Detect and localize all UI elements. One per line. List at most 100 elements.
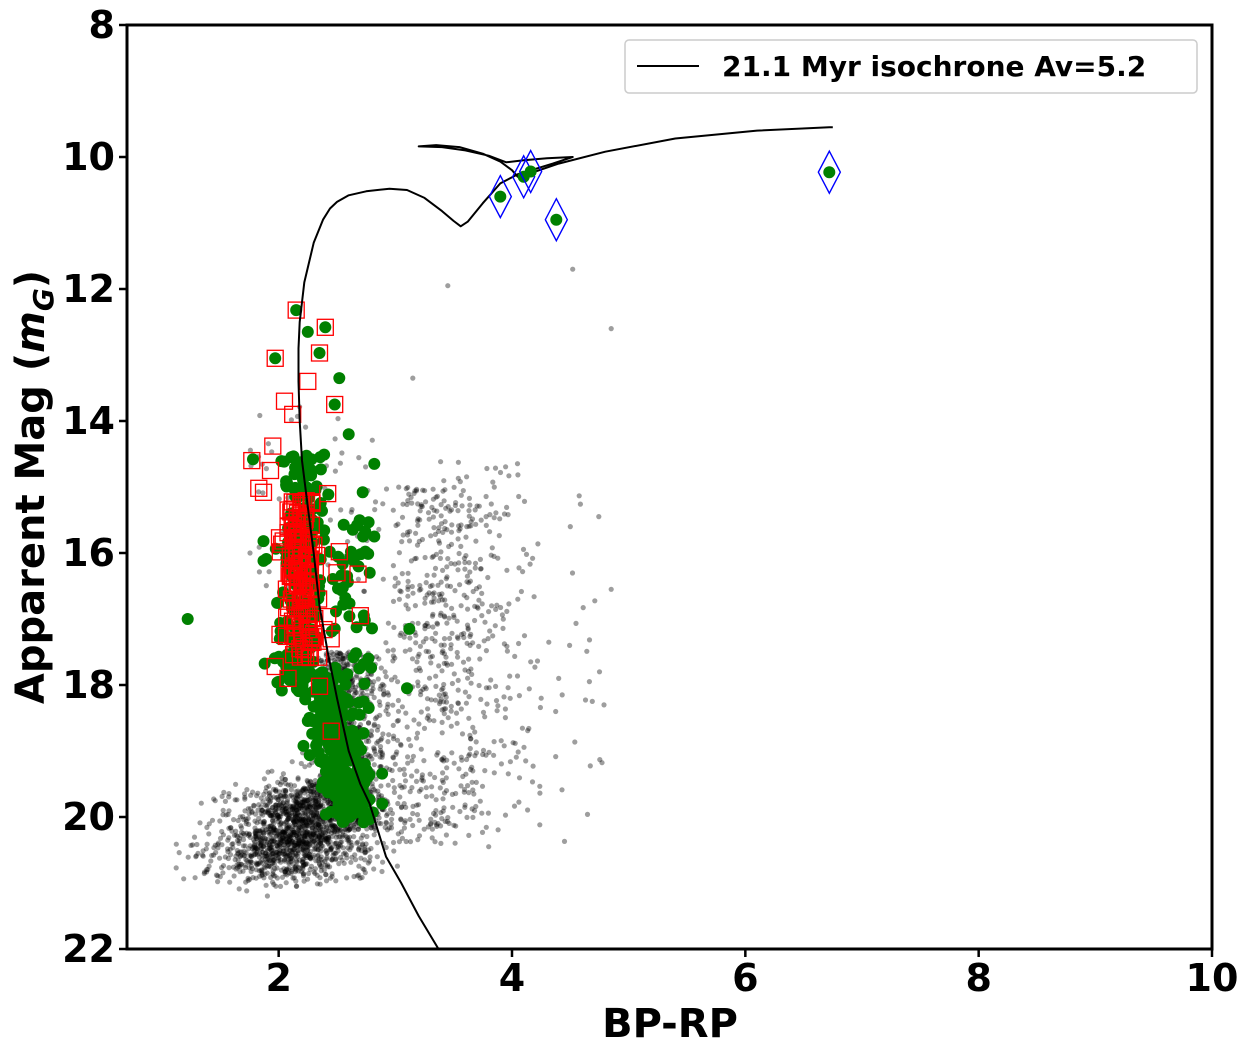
field-star-point bbox=[416, 788, 422, 794]
field-star-point bbox=[291, 819, 297, 825]
field-star-point bbox=[477, 556, 483, 563]
field-star-point bbox=[292, 865, 298, 871]
field-star-point bbox=[418, 692, 424, 698]
field-star-point bbox=[390, 653, 396, 659]
field-star-point bbox=[270, 879, 276, 885]
field-star-point bbox=[399, 704, 405, 710]
field-star-point bbox=[470, 814, 476, 821]
field-star-point bbox=[275, 806, 281, 812]
field-star-point bbox=[461, 630, 467, 637]
field-star-point bbox=[307, 830, 313, 837]
field-star-point bbox=[327, 839, 333, 845]
field-star-point bbox=[252, 831, 258, 837]
field-star-point bbox=[291, 829, 297, 835]
field-star-point bbox=[289, 857, 295, 863]
field-star-point bbox=[431, 810, 437, 817]
field-star-point bbox=[304, 804, 310, 810]
field-star-point bbox=[284, 839, 290, 845]
field-star-point bbox=[288, 871, 294, 877]
field-star-point bbox=[308, 820, 314, 826]
field-star-point bbox=[259, 872, 265, 879]
field-star-point bbox=[294, 813, 300, 819]
field-star-point bbox=[267, 799, 273, 805]
field-star-point bbox=[335, 653, 341, 659]
field-star-point bbox=[264, 826, 270, 832]
member-star-point bbox=[363, 768, 376, 781]
field-star-point bbox=[378, 783, 384, 789]
field-star-point bbox=[443, 654, 449, 660]
field-star-point bbox=[294, 807, 300, 813]
field-star-point bbox=[329, 857, 335, 863]
field-star-point bbox=[356, 455, 362, 461]
field-star-point bbox=[261, 864, 267, 870]
field-star-point bbox=[501, 743, 507, 749]
field-star-point bbox=[286, 870, 292, 876]
field-star-point bbox=[296, 805, 302, 811]
field-star-point bbox=[257, 828, 263, 834]
field-star-point bbox=[356, 847, 362, 853]
field-star-point bbox=[448, 529, 455, 535]
field-star-point bbox=[333, 850, 339, 856]
field-star-point bbox=[298, 827, 304, 833]
field-star-point bbox=[307, 804, 313, 810]
field-star-point bbox=[318, 838, 324, 844]
field-star-point bbox=[356, 844, 363, 850]
field-star-point bbox=[426, 717, 432, 723]
field-star-point bbox=[287, 803, 293, 809]
field-star-point bbox=[324, 862, 331, 868]
field-star-point bbox=[302, 852, 308, 858]
field-star-point bbox=[256, 868, 262, 874]
field-star-point bbox=[251, 848, 257, 854]
field-star-point bbox=[296, 818, 302, 824]
field-star-point bbox=[504, 504, 510, 510]
field-star-point bbox=[507, 695, 513, 701]
field-star-point bbox=[368, 733, 375, 739]
field-star-point bbox=[586, 637, 593, 643]
field-star-point bbox=[455, 700, 461, 707]
field-star-point bbox=[252, 844, 258, 851]
field-star-point bbox=[459, 731, 466, 737]
field-star-point bbox=[408, 743, 414, 749]
field-star-point bbox=[446, 820, 452, 827]
field-star-point bbox=[301, 840, 307, 846]
field-star-point bbox=[371, 746, 377, 752]
field-star-point bbox=[246, 859, 252, 866]
field-star-point bbox=[283, 833, 289, 839]
field-star-point bbox=[286, 813, 292, 819]
field-star-point bbox=[238, 823, 244, 829]
field-star-point bbox=[331, 829, 337, 835]
field-star-point bbox=[484, 465, 490, 472]
field-star-point bbox=[288, 782, 294, 788]
field-star-point bbox=[422, 554, 428, 561]
field-star-point bbox=[263, 882, 269, 888]
field-star-point bbox=[300, 802, 307, 808]
field-star-point bbox=[222, 798, 228, 805]
member-star-point bbox=[823, 166, 836, 179]
field-star-point bbox=[282, 869, 288, 875]
field-star-point bbox=[416, 833, 423, 839]
field-star-point bbox=[404, 724, 410, 730]
field-star-point bbox=[491, 515, 497, 521]
field-star-point bbox=[395, 697, 401, 704]
field-star-point bbox=[280, 838, 286, 844]
field-star-point bbox=[282, 868, 288, 874]
field-star-point bbox=[268, 812, 275, 818]
field-star-point bbox=[268, 827, 274, 833]
field-star-point bbox=[386, 732, 392, 738]
field-star-point bbox=[317, 792, 323, 799]
field-star-point bbox=[490, 479, 496, 485]
field-star-point bbox=[295, 850, 302, 856]
field-star-point bbox=[410, 803, 416, 810]
field-star-point bbox=[317, 792, 323, 799]
field-star-point bbox=[292, 816, 298, 822]
field-star-point bbox=[317, 862, 323, 868]
field-star-point bbox=[505, 685, 511, 691]
field-star-point bbox=[256, 834, 262, 840]
field-star-point bbox=[516, 640, 522, 647]
field-star-point bbox=[313, 833, 319, 839]
field-star-point bbox=[362, 850, 368, 856]
field-star-point bbox=[286, 841, 292, 848]
field-star-point bbox=[315, 800, 321, 806]
field-star-point bbox=[318, 834, 324, 841]
